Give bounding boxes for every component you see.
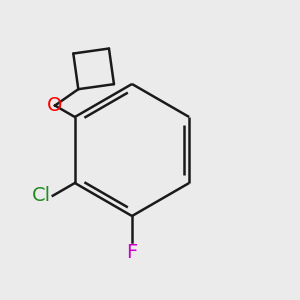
Text: O: O [47,96,63,115]
Text: Cl: Cl [32,186,51,205]
Text: F: F [126,243,138,262]
